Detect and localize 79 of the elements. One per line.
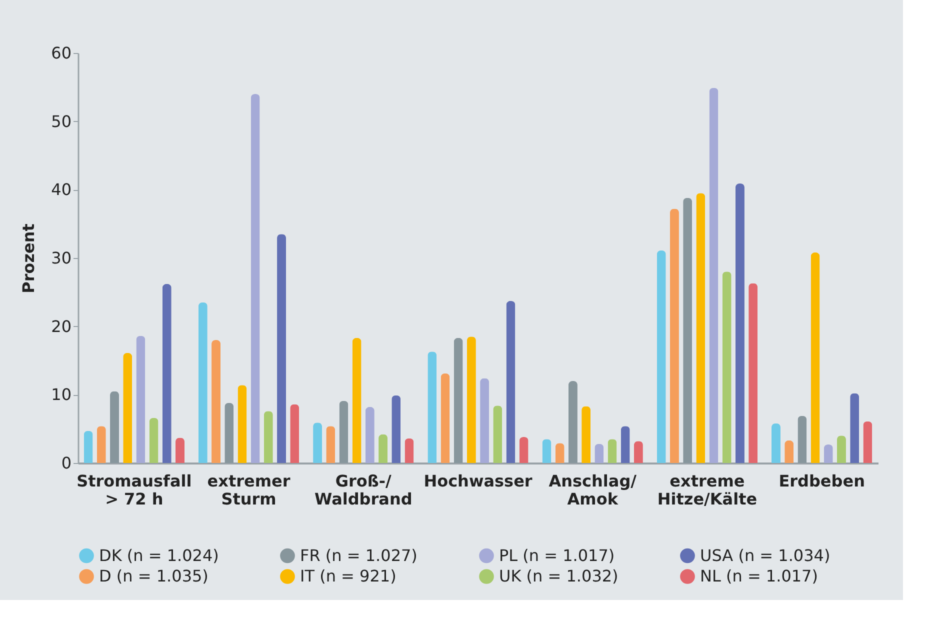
bar xyxy=(850,393,860,463)
bar xyxy=(149,418,158,463)
bar xyxy=(784,440,794,463)
y-tick-label: 50 xyxy=(51,112,72,131)
bar xyxy=(96,426,106,463)
bar xyxy=(634,441,643,463)
bar xyxy=(810,252,820,463)
bar xyxy=(620,426,630,463)
bar xyxy=(608,439,617,463)
legend-label: FR (n = 1.027) xyxy=(300,546,418,565)
y-axis-title: Prozent xyxy=(19,223,38,294)
bar xyxy=(582,406,591,463)
y-tick-label: 40 xyxy=(51,180,72,200)
bar xyxy=(683,198,692,463)
legend-label: D (n = 1.035) xyxy=(99,566,208,586)
bar xyxy=(392,395,401,463)
bar xyxy=(326,426,336,463)
bar xyxy=(136,336,146,463)
bar xyxy=(722,272,732,463)
legend-label: NL (n = 1.017) xyxy=(700,566,818,586)
bar xyxy=(290,404,300,463)
bar xyxy=(771,423,780,463)
y-tick-label: 30 xyxy=(51,248,72,268)
bar xyxy=(555,443,564,463)
bar xyxy=(824,444,833,463)
bar xyxy=(212,340,221,463)
x-tick-label: Anschlag/ Amok xyxy=(548,472,637,508)
bar xyxy=(198,302,208,463)
bar xyxy=(466,336,476,463)
bar xyxy=(440,373,450,463)
bar xyxy=(428,352,437,463)
bar xyxy=(264,411,273,463)
x-tick-label: Groß-/ Waldbrand xyxy=(314,472,412,508)
y-tick-label: 60 xyxy=(51,44,72,62)
legend-label: PL (n = 1.017) xyxy=(499,546,615,565)
bar xyxy=(709,88,718,463)
x-tick-label: extreme Hitze/Kälte xyxy=(657,472,758,508)
bar xyxy=(123,352,132,463)
bar xyxy=(696,193,706,463)
legend-label: IT (n = 921) xyxy=(300,566,396,586)
bar xyxy=(656,250,666,463)
bar xyxy=(493,406,502,463)
bar xyxy=(313,422,322,463)
bar xyxy=(339,400,348,463)
bar xyxy=(480,378,490,463)
bar xyxy=(250,94,260,463)
bar xyxy=(735,184,744,463)
bar xyxy=(110,391,120,463)
bar xyxy=(224,402,234,463)
x-tick-label: extremer Sturm xyxy=(207,472,290,508)
bar xyxy=(506,301,516,463)
bar xyxy=(378,434,388,463)
bar xyxy=(836,436,846,463)
bar xyxy=(365,406,374,463)
x-tick-label: Erdbeben xyxy=(778,472,865,490)
bar xyxy=(238,385,247,463)
bar xyxy=(84,430,93,463)
x-tick-label: Hochwasser xyxy=(424,472,532,490)
bar xyxy=(162,284,172,463)
bar xyxy=(352,338,362,463)
x-tick-label: Stromausfall > 72 h xyxy=(76,472,192,508)
legend-label: DK (n = 1.024) xyxy=(99,546,219,565)
bar xyxy=(542,439,552,463)
bar xyxy=(277,234,286,463)
y-tick-label: 10 xyxy=(51,385,72,404)
bar xyxy=(404,438,414,463)
bar xyxy=(594,444,604,463)
bar xyxy=(454,338,463,463)
bar xyxy=(863,421,872,463)
bar xyxy=(176,438,185,463)
legend-label: UK (n = 1.032) xyxy=(499,566,618,586)
bar xyxy=(798,416,807,463)
bar xyxy=(748,283,758,463)
bar xyxy=(670,208,679,463)
y-tick-label: 0 xyxy=(61,454,72,472)
y-tick-label: 20 xyxy=(51,316,72,336)
bar xyxy=(568,381,578,463)
bar xyxy=(519,437,528,463)
legend-label: USA (n = 1.034) xyxy=(700,546,830,565)
